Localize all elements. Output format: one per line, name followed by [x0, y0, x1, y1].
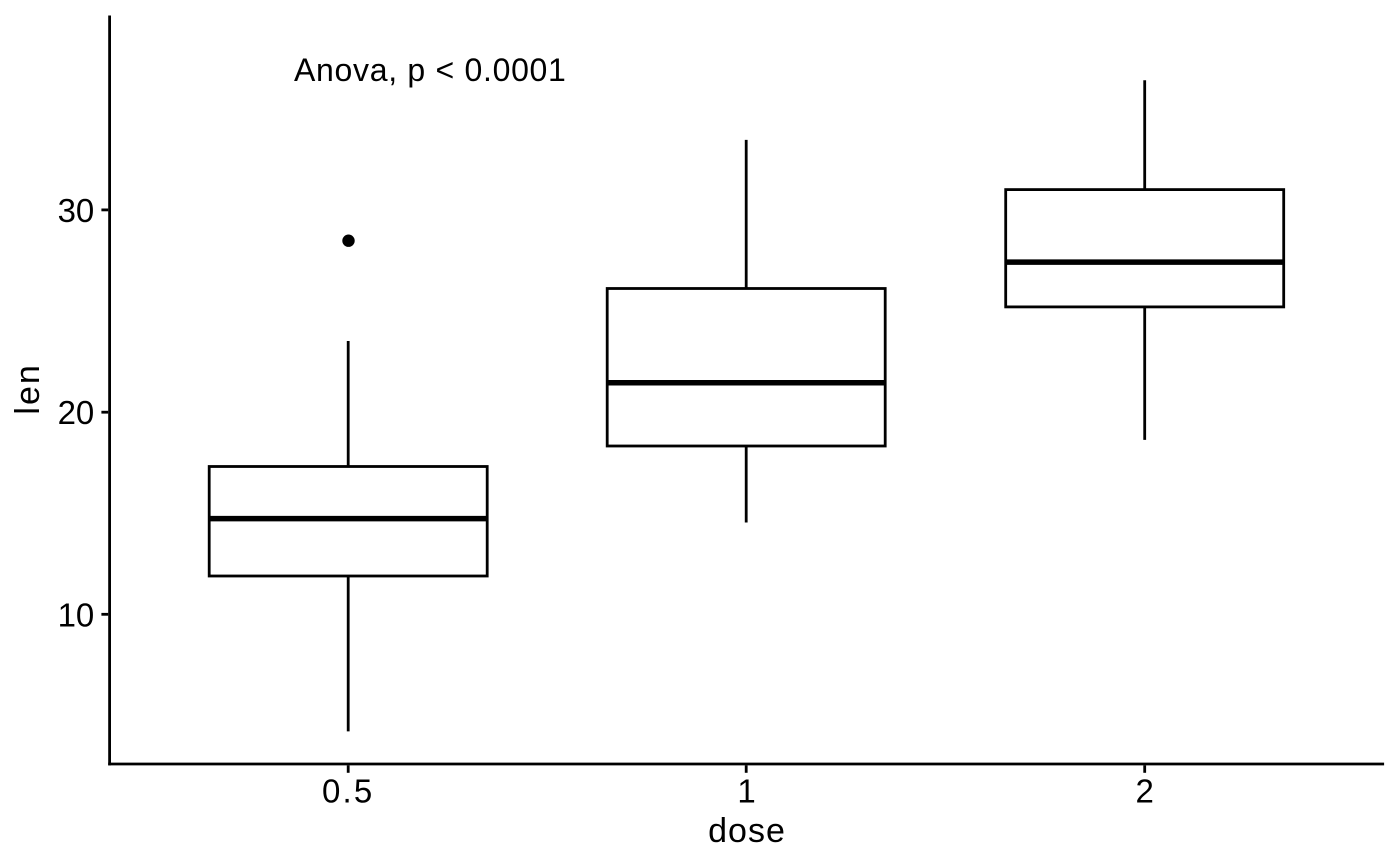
svg-text:Anova, p < 0.0001: Anova, p < 0.0001 — [294, 52, 567, 88]
svg-text:20: 20 — [58, 394, 95, 431]
svg-text:dose: dose — [708, 812, 786, 850]
svg-text:30: 30 — [58, 192, 95, 229]
svg-text:0.5: 0.5 — [322, 772, 374, 809]
svg-text:1: 1 — [737, 772, 755, 809]
svg-text:len: len — [9, 363, 47, 414]
svg-text:2: 2 — [1136, 772, 1154, 809]
svg-text:10: 10 — [58, 596, 95, 633]
